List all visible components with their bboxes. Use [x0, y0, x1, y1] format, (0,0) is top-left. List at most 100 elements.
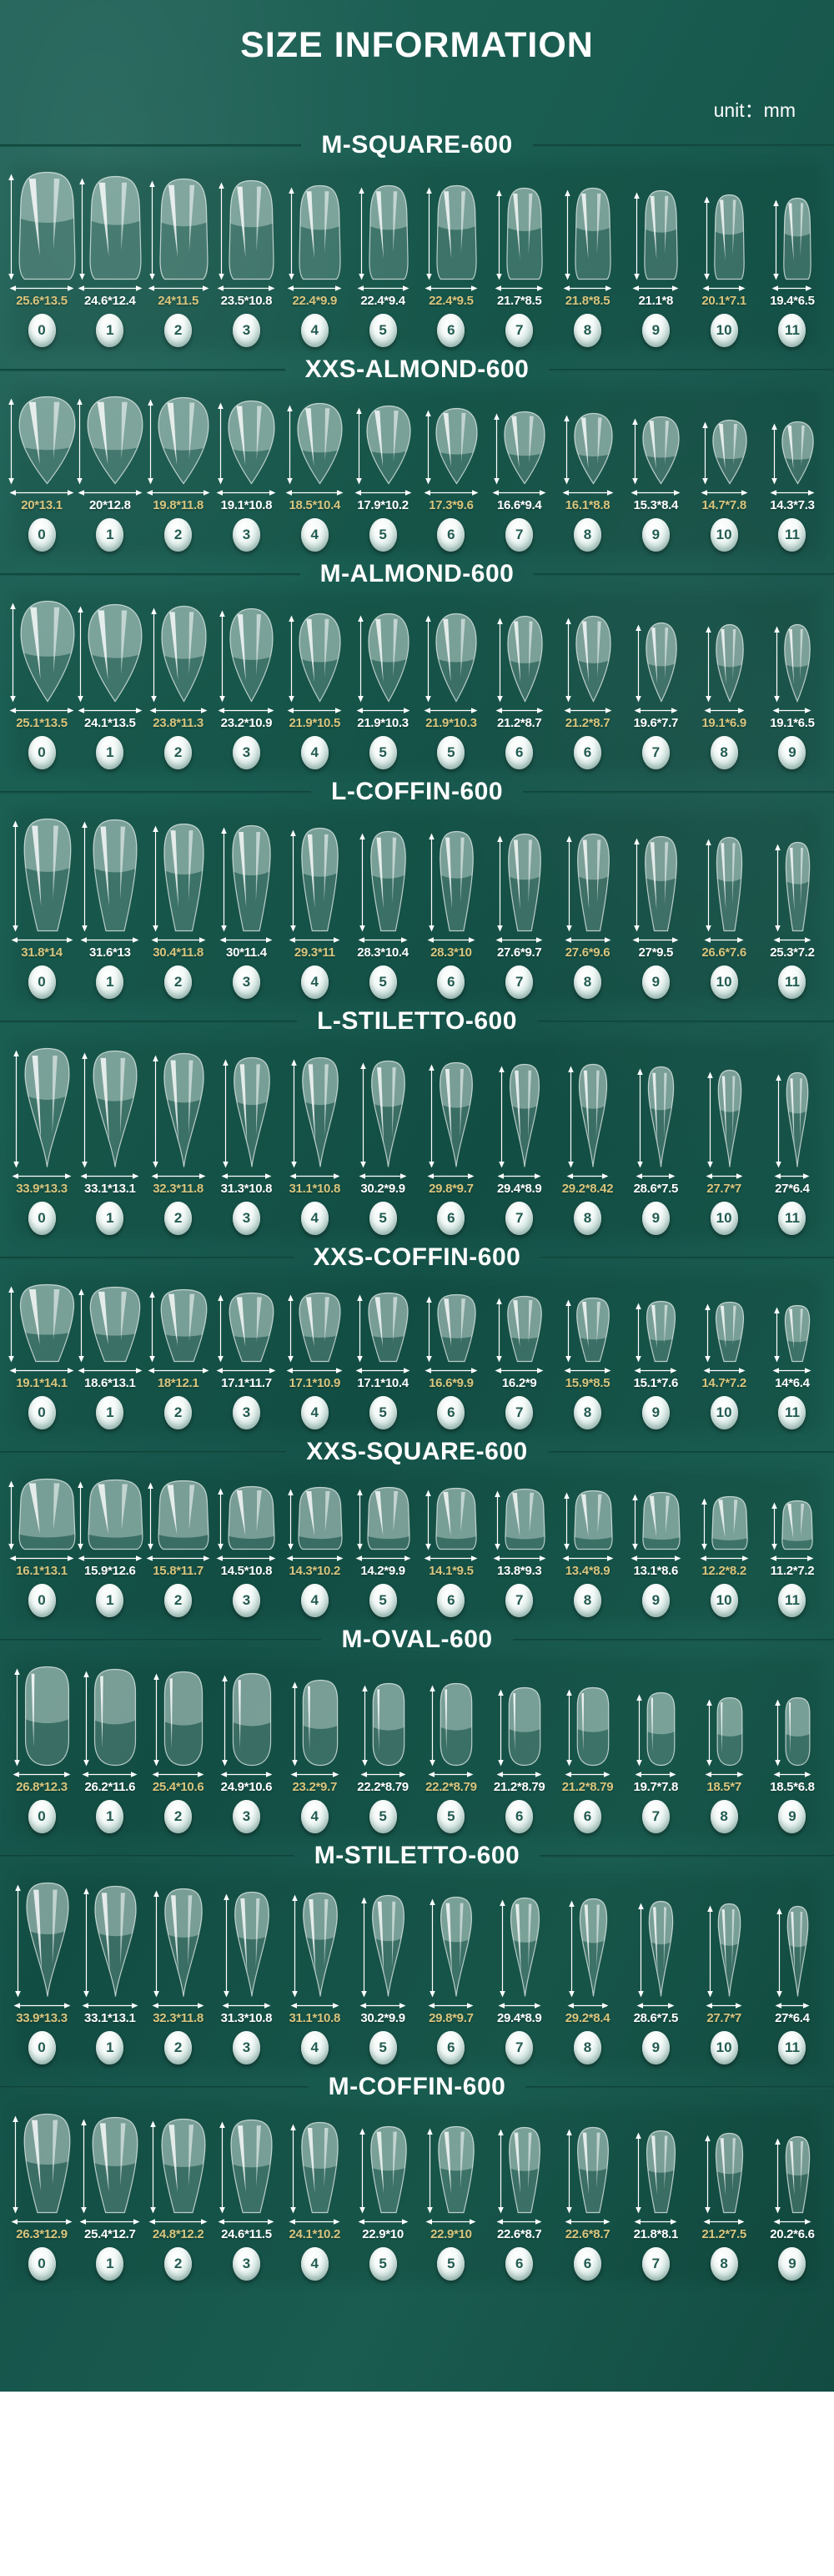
width-arrow [427, 937, 475, 943]
height-arrow [427, 2128, 434, 2214]
size-label: 26.3*12.9 [16, 2227, 68, 2241]
size-number-badge: 3 [232, 965, 260, 999]
nail-with-arrows [425, 1293, 478, 1363]
size-label: 29.2*8.42 [561, 1182, 614, 1196]
nail-size-item: 22.6*8.7 6 [486, 2126, 553, 2281]
size-number-badge: 4 [300, 1396, 329, 1429]
nail-tip-illustration [573, 1490, 613, 1550]
width-arrow [562, 490, 613, 496]
nail-size-item: 15.9*12.6 1 [77, 1479, 143, 1617]
width-arrow [565, 2219, 610, 2225]
height-arrow [289, 187, 295, 280]
size-label: 21.8*8.5 [565, 294, 610, 308]
nail-tip-illustration [25, 1882, 69, 1997]
size-number-badge: 3 [232, 1202, 260, 1235]
width-arrow [218, 2219, 274, 2225]
nail-with-arrows [359, 1060, 407, 1168]
size-label: 21.2*8.7 [565, 716, 610, 730]
nail-size-item: 27*6.4 11 [759, 1071, 826, 1235]
size-label: 27.7*7 [706, 1182, 741, 1196]
height-arrow [219, 2121, 226, 2214]
height-arrow [152, 825, 158, 932]
width-arrow [702, 285, 746, 291]
nail-tip-illustration [94, 1885, 137, 1997]
size-label: 24.6*12.4 [84, 294, 136, 308]
section-title: L-STILETTO-600 [317, 1007, 517, 1035]
nail-tip-illustration [19, 1283, 75, 1363]
size-number-badge: 6 [437, 1202, 465, 1235]
height-arrow [636, 624, 641, 703]
nail-tip-illustration [717, 1069, 741, 1167]
size-label: 27*6.4 [775, 1182, 810, 1196]
nail-row: 31.8*14 0 31.6*13 1 [0, 814, 834, 999]
nail-size-item: 13.4*8.9 8 [555, 1490, 621, 1617]
size-label: 30.2*9.9 [360, 1182, 405, 1196]
nail-size-item: 15.3*8.4 9 [622, 416, 689, 552]
height-arrow [14, 1668, 20, 1767]
nail-tip-illustration [573, 412, 613, 485]
nail-tip-illustration [161, 2118, 206, 2214]
nail-tip-illustration [509, 2126, 541, 2214]
nail-size-item: 14.5*10.8 3 [213, 1485, 279, 1617]
nail-with-arrows [424, 1487, 478, 1550]
size-label: 13.1*8.6 [633, 1564, 679, 1578]
height-arrow [425, 1490, 432, 1550]
size-label: 19.6*7.7 [633, 716, 679, 730]
height-arrow [705, 2135, 711, 2214]
size-label: 21.9*10.5 [289, 716, 341, 730]
nail-tip-illustration [372, 1894, 404, 1997]
nail-tip-illustration [88, 603, 143, 703]
nail-size-item: 23.2*9.7 4 [281, 1679, 348, 1833]
nail-with-arrows [428, 1896, 474, 1998]
nail-size-item: 24.8*12.2 2 [145, 2118, 212, 2281]
nail-size-item: 16.1*13.1 0 [8, 1478, 76, 1617]
nail-size-item: 21.9*10.3 5 [418, 612, 485, 769]
nail-with-arrows [358, 830, 408, 932]
nail-with-arrows [497, 1063, 541, 1168]
height-arrow [219, 182, 225, 280]
width-arrow [775, 2003, 810, 2009]
nail-tip-illustration [20, 600, 74, 703]
size-label: 21.2*7.5 [701, 2227, 746, 2241]
width-arrow [425, 285, 478, 291]
nail-tip-illustration [785, 2135, 811, 2214]
size-label: 33.9*13.3 [16, 2011, 68, 2025]
size-number-badge: 2 [164, 1800, 193, 1833]
size-label: 33.1*13.1 [84, 1182, 136, 1196]
header-line-left [0, 144, 302, 147]
nail-size-item: 30.2*9.9 5 [349, 1894, 416, 2064]
nail-size-item: 32.3*11.8 2 [145, 1052, 212, 1235]
height-arrow [83, 1888, 89, 1998]
nail-tip-illustration [645, 835, 678, 932]
height-arrow [771, 1502, 778, 1550]
size-label: 23.5*10.8 [220, 294, 273, 308]
size-label: 15.9*12.6 [84, 1564, 136, 1578]
nail-tip-illustration [785, 1696, 811, 1767]
nail-size-item: 17.1*11.7 3 [213, 1292, 279, 1429]
height-arrow [776, 1908, 782, 1998]
width-arrow [424, 708, 478, 713]
size-number-badge: 6 [437, 965, 465, 999]
nail-with-arrows [565, 2126, 610, 2214]
nail-with-arrows [149, 605, 208, 703]
nail-with-arrows [12, 1047, 72, 1168]
height-arrow [638, 1903, 645, 1998]
width-arrow [151, 937, 206, 943]
size-label: 29.8*9.7 [429, 2011, 474, 2025]
header-line-left [0, 1854, 294, 1858]
size-number-badge: 0 [28, 1584, 56, 1617]
nail-tip-illustration [575, 615, 611, 703]
size-label: 14.5*10.8 [220, 1564, 273, 1578]
size-number-badge: 2 [164, 736, 193, 769]
section-header: M-ALMOND-600 [0, 560, 834, 588]
height-arrow [632, 418, 639, 485]
size-number-badge: 4 [300, 736, 329, 769]
size-number-badge: 5 [369, 1584, 397, 1617]
size-label: 14.7*7.8 [701, 498, 746, 512]
height-arrow [83, 1671, 90, 1767]
nail-tip-illustration [229, 1292, 274, 1363]
nail-with-arrows [358, 2125, 409, 2214]
size-label: 24.8*12.2 [152, 2227, 204, 2241]
size-label: 31.1*10.8 [289, 1182, 341, 1196]
size-number-badge: 6 [437, 2031, 465, 2064]
